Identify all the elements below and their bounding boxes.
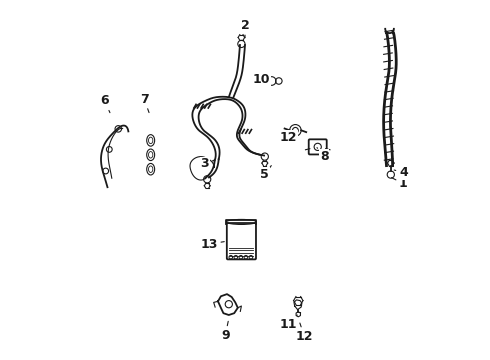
- Text: 10: 10: [252, 73, 270, 86]
- Text: 8: 8: [317, 148, 328, 163]
- Text: 7: 7: [140, 93, 149, 113]
- Text: 6: 6: [100, 94, 110, 113]
- Text: 5: 5: [260, 166, 271, 181]
- Text: 9: 9: [221, 321, 229, 342]
- Text: 4: 4: [394, 166, 408, 179]
- Text: 1: 1: [392, 177, 408, 190]
- Text: 3: 3: [200, 157, 215, 170]
- Text: 11: 11: [279, 315, 297, 331]
- Text: 2: 2: [241, 19, 249, 38]
- FancyBboxPatch shape: [309, 139, 327, 154]
- FancyBboxPatch shape: [227, 223, 256, 259]
- Text: 12: 12: [295, 323, 313, 343]
- Text: 12: 12: [279, 131, 297, 144]
- Text: 13: 13: [200, 238, 224, 251]
